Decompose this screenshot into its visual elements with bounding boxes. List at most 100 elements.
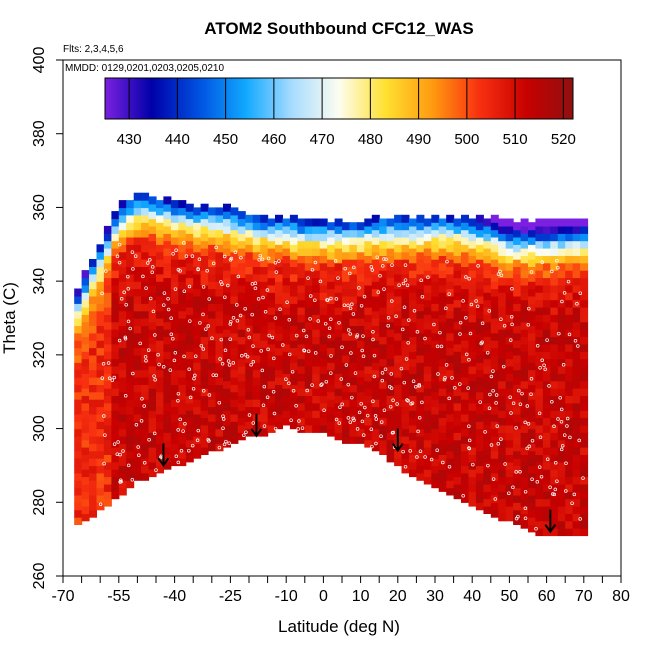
- heatmap-cell: [528, 347, 536, 356]
- heatmap-cell: [163, 343, 172, 352]
- sample-point: [201, 285, 206, 289]
- heatmap-cell: [163, 233, 172, 242]
- heatmap-cell: [208, 222, 217, 231]
- heatmap-cell: [96, 384, 105, 393]
- heatmap-cell: [230, 251, 239, 260]
- heatmap-cell: [111, 314, 120, 323]
- sample-point: [559, 420, 564, 424]
- heatmap-cell: [528, 340, 536, 349]
- heatmap-cell: [126, 443, 135, 452]
- y-tick-label: 320: [31, 341, 48, 368]
- heatmap-cell: [230, 273, 239, 282]
- heatmap-cell: [401, 310, 410, 319]
- heatmap-cell: [141, 222, 150, 231]
- heatmap-cell: [580, 491, 589, 500]
- sample-point: [520, 391, 524, 396]
- heatmap-cell: [223, 365, 231, 374]
- heatmap-cell: [557, 351, 566, 360]
- heatmap-cell: [386, 255, 395, 264]
- heatmap-cell: [542, 439, 551, 448]
- heatmap-cell: [118, 281, 127, 290]
- heatmap-cell: [483, 491, 492, 500]
- heatmap-cell: [148, 218, 157, 227]
- heatmap-cell: [230, 369, 239, 378]
- heatmap-cell: [349, 340, 358, 349]
- heatmap-cell: [513, 421, 522, 430]
- heatmap-cell: [542, 365, 551, 374]
- heatmap-cell: [401, 377, 410, 385]
- heatmap-cell: [528, 413, 536, 422]
- heatmap-cell: [498, 351, 507, 360]
- heatmap-cell: [394, 362, 403, 371]
- heatmap-cell: [96, 340, 105, 349]
- heatmap-cell: [423, 476, 432, 485]
- heatmap-cell: [89, 347, 97, 356]
- heatmap-cell: [74, 377, 83, 385]
- sample-point: [166, 307, 171, 312]
- sample-point: [564, 489, 568, 493]
- heatmap-cell: [572, 447, 581, 455]
- heatmap-cell: [208, 406, 217, 415]
- heatmap-cell: [401, 266, 410, 275]
- heatmap-cell: [178, 222, 187, 231]
- heatmap-cell: [297, 380, 306, 389]
- heatmap-cell: [163, 410, 172, 419]
- sample-point: [141, 274, 145, 279]
- sample-point: [461, 494, 465, 498]
- heatmap-cell: [580, 380, 589, 389]
- heatmap-cell: [297, 306, 306, 315]
- heatmap-cell: [252, 214, 261, 223]
- heatmap-cell: [528, 295, 536, 304]
- sample-point: [181, 429, 185, 433]
- heatmap-cell: [520, 506, 529, 514]
- heatmap-cell: [230, 295, 239, 304]
- heatmap-cell: [178, 214, 187, 223]
- heatmap-cell: [327, 244, 336, 253]
- sample-point: [420, 400, 424, 405]
- heatmap-cell: [364, 343, 373, 352]
- sample-point: [112, 442, 117, 446]
- sample-point: [222, 442, 227, 447]
- heatmap-cell: [141, 391, 150, 400]
- heatmap-cell: [438, 469, 447, 478]
- heatmap-cell: [297, 225, 306, 234]
- heatmap-cell: [490, 458, 499, 467]
- heatmap-cell: [208, 229, 217, 238]
- heatmap-cell: [319, 284, 328, 293]
- heatmap-cell: [461, 458, 469, 467]
- heatmap-cell: [133, 384, 142, 393]
- sample-point: [287, 352, 292, 357]
- sample-point: [118, 452, 122, 457]
- heatmap-cell: [342, 384, 350, 393]
- sample-point: [537, 465, 542, 469]
- x-tick-label: 50: [501, 588, 519, 605]
- heatmap-cell: [505, 432, 514, 441]
- heatmap-cell: [423, 248, 432, 256]
- heatmap-cell: [230, 318, 239, 326]
- heatmap-cell: [557, 528, 566, 537]
- heatmap-cell: [163, 306, 172, 315]
- heatmap-cell: [565, 380, 574, 389]
- heatmap-cell: [505, 233, 514, 242]
- heatmap-cell: [252, 318, 261, 326]
- sample-point: [210, 336, 214, 341]
- sample-point: [382, 257, 386, 261]
- heatmap-cell: [96, 480, 105, 489]
- heatmap-cell: [334, 292, 343, 301]
- heatmap-cell: [572, 469, 581, 478]
- heatmap-cell: [148, 225, 157, 234]
- heatmap-cell: [379, 402, 388, 411]
- heatmap-cell: [490, 288, 499, 297]
- heatmap-cell: [81, 321, 90, 330]
- sample-point: [408, 449, 412, 453]
- heatmap-cell: [498, 402, 507, 411]
- heatmap-cell: [572, 483, 581, 492]
- heatmap-cell: [446, 303, 455, 312]
- heatmap-cell: [342, 354, 350, 363]
- heatmap-cell: [490, 236, 499, 245]
- heatmap-cell: [111, 388, 120, 396]
- heatmap-cell: [542, 528, 551, 537]
- heatmap-cell: [103, 454, 112, 463]
- sample-point: [568, 435, 572, 440]
- heatmap-cell: [438, 248, 447, 256]
